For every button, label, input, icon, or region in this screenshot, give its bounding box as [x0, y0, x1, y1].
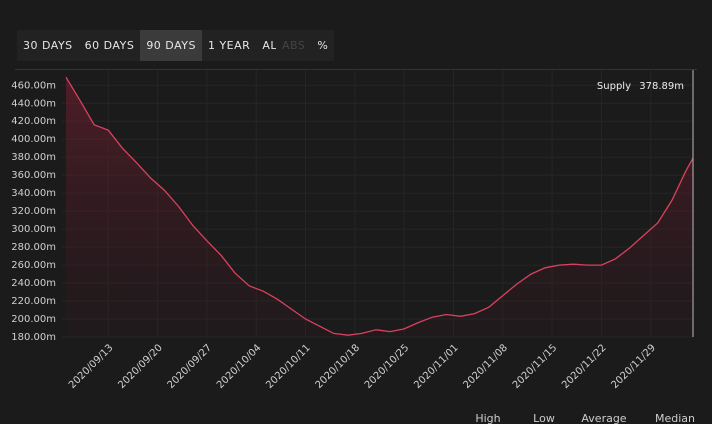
series-line [65, 76, 694, 336]
x-tick-label: 2020/10/18 [314, 342, 363, 391]
y-tick-label: 300.00m [11, 224, 56, 235]
x-tick-label: 2020/10/11 [264, 342, 313, 391]
y-tick-label: 200.00m [11, 314, 56, 325]
y-tick-label: 220.00m [11, 296, 56, 307]
area-fill [66, 77, 693, 337]
range-button[interactable]: 90 DAYS [140, 30, 202, 61]
y-tick-label: 460.00m [11, 80, 56, 91]
legend-value: 378.89m [639, 81, 684, 92]
x-tick-label: 2020/11/22 [560, 342, 609, 391]
y-tick-label: 440.00m [11, 98, 56, 109]
x-tick-label: 2020/09/27 [166, 342, 215, 391]
y-tick-label: 360.00m [11, 170, 56, 181]
y-tick-label: 340.00m [11, 188, 56, 199]
x-tick-label: 2020/10/25 [363, 342, 412, 391]
mode-selector: ABS% [276, 30, 335, 61]
x-tick-label: 2020/11/29 [609, 342, 658, 391]
legend-entry: Supply [597, 81, 631, 92]
mode-button[interactable]: ABS [282, 39, 306, 52]
range-button[interactable]: 30 DAYS [23, 39, 73, 52]
stat-header: Low [533, 412, 555, 424]
x-tick-label: 2020/10/04 [215, 342, 264, 391]
y-tick-label: 280.00m [11, 242, 56, 253]
range-button[interactable]: 1 YEAR [207, 39, 251, 52]
x-tick-label: 2020/09/20 [116, 342, 165, 391]
mode-button[interactable]: % [317, 39, 329, 52]
y-tick-label: 420.00m [11, 116, 56, 127]
x-tick-label: 2020/11/08 [461, 342, 510, 391]
x-tick-label: 2020/11/15 [511, 342, 560, 391]
y-tick-label: 260.00m [11, 260, 56, 271]
x-tick-label: 2020/11/01 [412, 342, 461, 391]
range-selector: 30 DAYS 60 DAYS 90 DAYS 1 YEAR ALL [17, 30, 290, 61]
stat-header: Average [581, 412, 626, 424]
y-tick-label: 400.00m [11, 134, 56, 145]
range-button[interactable]: 60 DAYS [84, 39, 135, 52]
stat-header: High [475, 412, 500, 424]
stat-header: Median [655, 412, 695, 424]
y-tick-label: 240.00m [11, 278, 56, 289]
y-tick-label: 380.00m [11, 152, 56, 163]
y-tick-label: 320.00m [11, 206, 56, 217]
x-tick-label: 2020/09/13 [67, 342, 116, 391]
y-tick-label: 180.00m [11, 332, 56, 343]
